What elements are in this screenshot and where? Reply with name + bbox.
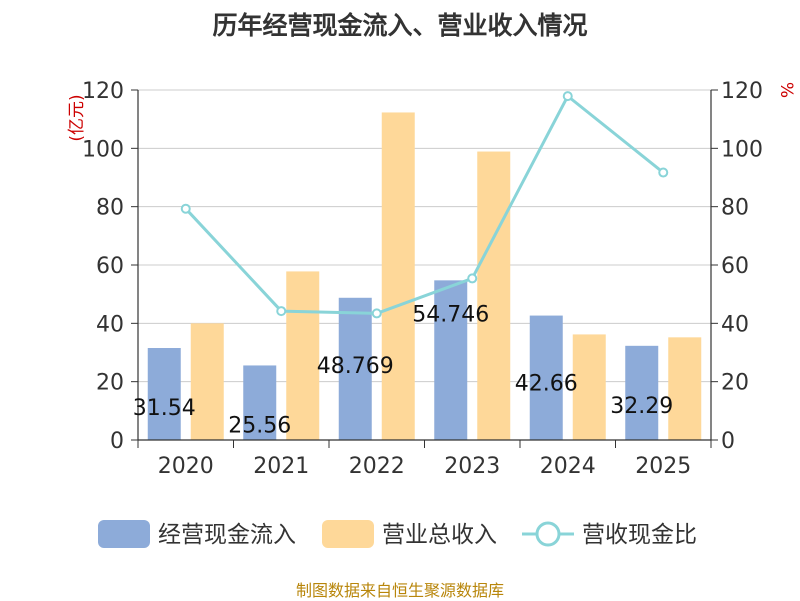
bar-revenue xyxy=(477,151,511,440)
legend-label-ratio: 营收现金比 xyxy=(582,522,697,548)
y-tick-label-left: 60 xyxy=(96,254,124,279)
y-tick-label-right: 80 xyxy=(721,196,749,221)
point-ratio xyxy=(371,308,382,319)
legend-label-revenue: 营业总收入 xyxy=(382,522,497,548)
y-tick-label-right: 60 xyxy=(721,254,749,279)
grid-layer xyxy=(138,89,711,383)
chart-title: 历年经营现金流入、营业收入情况 xyxy=(212,11,588,40)
y-tick-label-right: 40 xyxy=(721,312,749,337)
x-tick-label: 2021 xyxy=(253,454,309,479)
legend-label-cash-inflow: 经营现金流入 xyxy=(158,522,296,548)
point-ratio xyxy=(180,203,191,214)
legend: 经营现金流入 营业总收入 营收现金比 xyxy=(98,520,697,548)
x-tick-label: 2025 xyxy=(635,454,691,479)
y-tick-label-left: 100 xyxy=(82,137,124,162)
bar-cash-inflow xyxy=(147,348,181,440)
line-ratio xyxy=(184,93,665,315)
y-tick-label-left: 20 xyxy=(96,371,124,396)
y-tick-label-left: 0 xyxy=(110,429,124,454)
point-ratio xyxy=(467,273,478,284)
bar-revenue xyxy=(381,112,415,440)
data-label-cash-inflow: 48.769 xyxy=(317,354,394,379)
legend-swatch-cash-inflow xyxy=(98,520,150,548)
bar-cash-inflow xyxy=(529,315,563,440)
x-tick-label: 2024 xyxy=(540,454,596,479)
bar-cash-inflow xyxy=(434,280,468,440)
legend-swatch-revenue xyxy=(322,520,374,548)
bar-layer xyxy=(147,112,702,440)
x-tick-label: 2020 xyxy=(158,454,214,479)
line-layer xyxy=(180,91,669,319)
y-tick-label-right: 0 xyxy=(721,429,735,454)
point-ratio xyxy=(562,91,573,102)
x-tick-label: 2023 xyxy=(444,454,500,479)
y-tick-label-left: 40 xyxy=(96,312,124,337)
point-ratio xyxy=(276,306,287,317)
x-tick-label: 2022 xyxy=(349,454,405,479)
axis-layer: 0 20 40 60 80 100 120 0 20 40 60 80 100 120 2020 2021 20… xyxy=(67,79,796,479)
data-label-layer: 31.54 25.56 48.769 54.746 42.66 32.29 xyxy=(133,302,673,438)
point-ratio xyxy=(658,167,669,178)
y-tick-label-right: 120 xyxy=(721,79,763,104)
data-label-cash-inflow: 54.746 xyxy=(412,302,489,327)
bar-cash-inflow xyxy=(338,297,372,440)
y-tick-label-left: 80 xyxy=(96,196,124,221)
source-note: 制图数据来自恒生聚源数据库 xyxy=(295,581,504,600)
legend-marker-ratio xyxy=(535,521,561,547)
bar-revenue xyxy=(668,337,702,440)
bar-revenue xyxy=(286,271,320,440)
data-label-cash-inflow: 25.56 xyxy=(228,413,291,438)
y-tick-label-left: 120 xyxy=(82,79,124,104)
bar-cash-inflow xyxy=(625,345,659,440)
y-tick-label-right: 20 xyxy=(721,371,749,396)
bar-revenue xyxy=(572,334,606,440)
y-axis-label-left: (亿元) xyxy=(67,94,87,141)
data-label-cash-inflow: 42.66 xyxy=(515,372,578,397)
bar-cash-inflow xyxy=(243,365,277,440)
y-tick-label-right: 100 xyxy=(721,137,763,162)
bar-revenue xyxy=(190,323,224,440)
data-label-cash-inflow: 32.29 xyxy=(610,394,673,419)
data-label-cash-inflow: 31.54 xyxy=(133,396,196,421)
y-axis-label-right: % xyxy=(776,82,796,98)
